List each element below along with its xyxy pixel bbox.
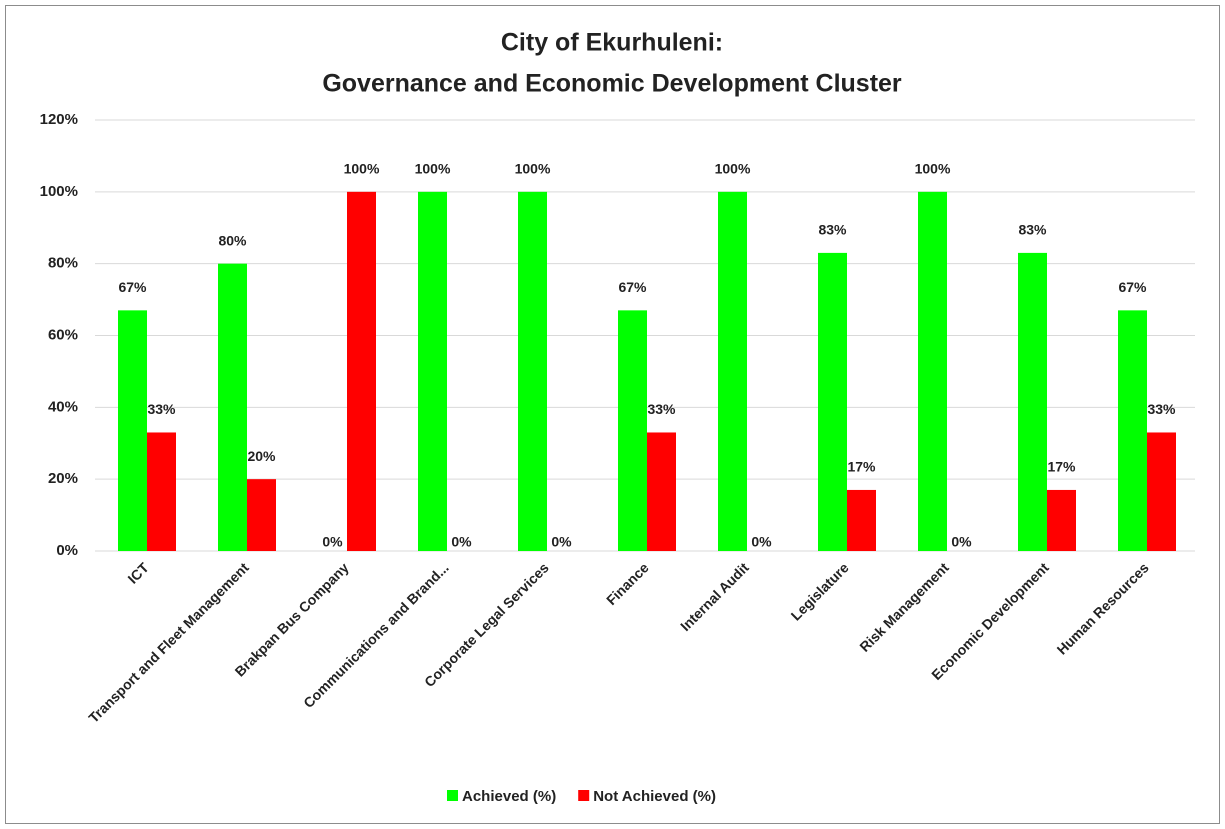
bar: [147, 432, 176, 551]
bar: [118, 310, 147, 551]
bar: [247, 479, 276, 551]
bar: [1018, 252, 1047, 551]
data-label: 83%: [1018, 222, 1047, 238]
data-label: 100%: [715, 161, 751, 177]
legend-label: Achieved (%): [462, 788, 556, 805]
data-label: 100%: [915, 161, 951, 177]
bar: [818, 252, 847, 551]
bar: [1047, 489, 1076, 551]
bar: [347, 191, 376, 552]
data-label: 0%: [322, 534, 343, 550]
data-label: 67%: [618, 279, 647, 295]
data-label: 83%: [818, 222, 847, 238]
data-label: 33%: [147, 401, 176, 417]
data-label: 0%: [751, 534, 772, 550]
data-label: 100%: [415, 161, 451, 177]
bar: [847, 489, 876, 551]
bar: [647, 432, 676, 551]
data-label: 100%: [344, 161, 380, 177]
data-label: 0%: [951, 534, 972, 550]
bar: [1147, 432, 1176, 551]
bar: [218, 263, 247, 551]
y-tick-label: 120%: [40, 111, 78, 128]
bar: [1118, 310, 1147, 551]
chart-title: Governance and Economic Development Clus…: [322, 70, 902, 98]
data-label: 20%: [247, 448, 276, 464]
bar: [518, 191, 547, 552]
data-label: 0%: [551, 534, 572, 550]
y-tick-label: 0%: [56, 542, 78, 559]
data-label: 80%: [218, 232, 247, 248]
y-tick-label: 40%: [48, 398, 78, 415]
y-tick-label: 60%: [48, 326, 78, 343]
legend-swatch: [447, 790, 458, 801]
y-tick-label: 20%: [48, 470, 78, 487]
legend-label: Not Achieved (%): [593, 788, 716, 805]
data-label: 33%: [1147, 401, 1176, 417]
bar: [718, 191, 747, 552]
bar: [618, 310, 647, 551]
data-label: 17%: [847, 459, 876, 475]
y-tick-label: 100%: [40, 183, 78, 200]
legend-swatch: [578, 790, 590, 801]
data-label: 33%: [647, 401, 676, 417]
bar: [918, 191, 947, 552]
data-label: 67%: [1118, 279, 1147, 295]
chart-title: City of Ekurhuleni:: [501, 29, 723, 57]
data-label: 100%: [515, 161, 551, 177]
data-label: 67%: [118, 279, 147, 295]
bar: [418, 191, 447, 552]
y-tick-label: 80%: [48, 255, 78, 272]
data-label: 17%: [1047, 459, 1076, 475]
data-label: 0%: [451, 534, 472, 550]
chart-frame: [5, 5, 1220, 824]
